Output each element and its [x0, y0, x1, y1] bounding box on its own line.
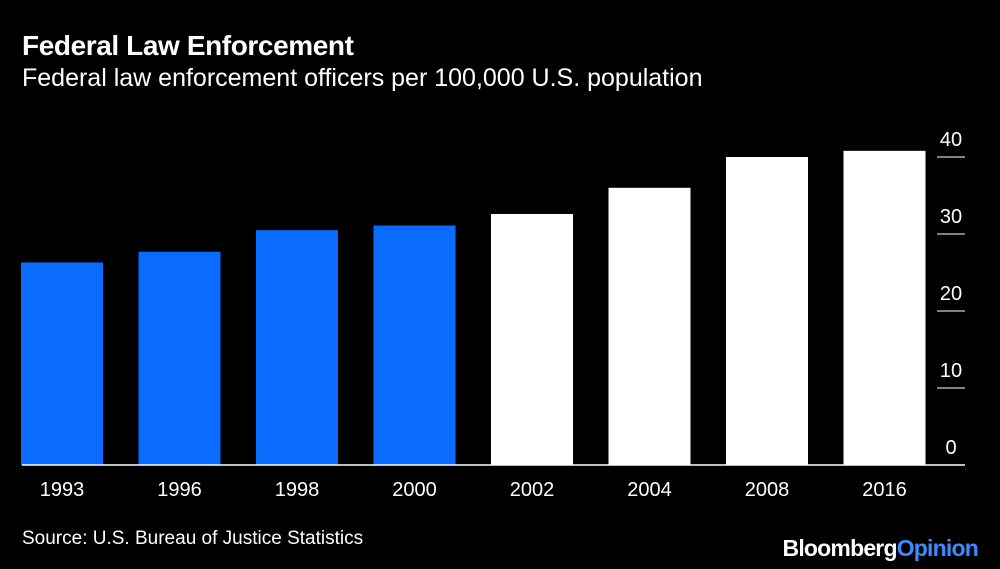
y-axis: 0 10 20 30 40: [937, 129, 965, 459]
x-axis-labels: 1993 1996 1998 2000 2002 2004 2008 2016: [40, 479, 907, 501]
y-tick-label-10: 10: [940, 360, 962, 382]
x-tick-label-2008: 2008: [745, 479, 790, 501]
bar-2002: [491, 213, 573, 465]
bar-1998: [256, 230, 338, 465]
y-tick-label-20: 20: [940, 283, 962, 305]
source-note: Source: U.S. Bureau of Justice Statistic…: [22, 528, 364, 549]
bars-group: [21, 150, 926, 466]
chart-subtitle: Federal law enforcement officers per 100…: [22, 64, 703, 92]
y-tick-label-40: 40: [940, 129, 962, 151]
x-tick-label-2016: 2016: [862, 479, 907, 501]
bloomberg-opinion-logo: BloombergOpinion: [782, 535, 979, 562]
x-tick-label-1998: 1998: [275, 479, 320, 501]
bar-2000: [373, 225, 456, 465]
bar-2016: [843, 150, 926, 465]
chart-title: Federal Law Enforcement: [22, 30, 354, 61]
y-tick-label-30: 30: [940, 206, 962, 228]
x-tick-label-2004: 2004: [627, 479, 672, 501]
y-tick-label-0: 0: [945, 437, 956, 459]
x-tick-label-2002: 2002: [510, 479, 555, 501]
x-tick-label-2000: 2000: [392, 479, 437, 501]
x-tick-label-1993: 1993: [40, 479, 85, 501]
x-tick-label-1996: 1996: [157, 479, 202, 501]
bar-1996: [138, 251, 221, 465]
bar-2008: [726, 157, 808, 465]
bar-1993: [21, 262, 103, 465]
logo-brand: Bloomberg: [782, 535, 898, 561]
bar-2004: [608, 187, 691, 466]
logo-suffix: Opinion: [896, 535, 979, 561]
